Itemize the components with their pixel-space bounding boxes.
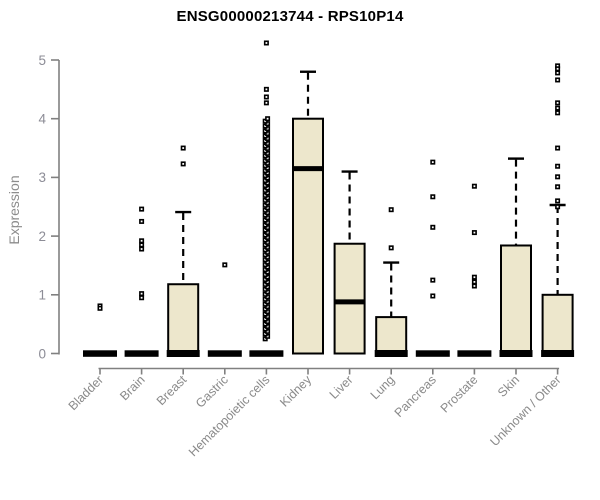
x-category-label: Breast xyxy=(154,372,190,408)
outlier-marker-center xyxy=(140,292,143,295)
outlier-marker-center xyxy=(556,147,559,149)
collapsed-box xyxy=(207,350,242,357)
y-tick-label: 0 xyxy=(38,346,46,361)
x-category-label: Prostate xyxy=(438,373,481,416)
outlier-marker-center xyxy=(431,226,434,229)
box-body xyxy=(333,242,366,355)
x-category-label: Unknown / Other xyxy=(487,373,563,449)
outlier-marker-center xyxy=(473,276,476,279)
median-bar-zero xyxy=(499,350,533,357)
outlier-marker-center xyxy=(390,246,393,249)
outlier-marker-center xyxy=(473,285,476,287)
outlier-marker-center xyxy=(556,79,559,81)
collapsed-box xyxy=(415,350,450,357)
x-category-label: Brain xyxy=(117,373,148,404)
outlier-marker-center xyxy=(556,64,559,67)
outlier-marker-center xyxy=(473,280,476,283)
outlier-marker-center xyxy=(431,279,434,282)
chart-title: ENSG00000213744 - RPS10P14 xyxy=(176,8,404,25)
outlier-marker-center xyxy=(473,185,476,188)
outlier-marker-center xyxy=(556,185,559,188)
outlier-marker-center xyxy=(390,208,393,211)
x-category-label: Bladder xyxy=(66,373,106,413)
collapsed-box xyxy=(83,350,117,357)
outlier-marker-center xyxy=(431,161,434,164)
y-tick-label: 3 xyxy=(38,170,46,185)
y-tick-label: 2 xyxy=(38,229,46,244)
outlier-marker-center xyxy=(265,88,268,91)
x-category-label: Hematopoietic cells xyxy=(186,373,273,460)
box-body xyxy=(167,283,200,355)
outlier-marker-center xyxy=(556,107,559,110)
outlier-marker-center xyxy=(556,101,559,104)
outlier-marker-center xyxy=(556,205,559,208)
x-category-label: Lung xyxy=(368,373,398,403)
outlier-marker-center xyxy=(556,175,559,178)
x-category-label: Liver xyxy=(327,373,356,402)
box-body xyxy=(292,117,324,355)
outlier-marker-center xyxy=(223,263,226,266)
outlier-marker-center xyxy=(182,147,185,149)
outlier-marker-center xyxy=(140,248,143,250)
collapsed-box xyxy=(124,350,159,357)
outlier-marker-center xyxy=(140,239,143,242)
outlier-marker-center xyxy=(99,307,101,310)
x-category-label: Kidney xyxy=(277,372,314,409)
outlier-marker-center xyxy=(556,72,559,74)
median-bar-zero xyxy=(541,350,575,357)
outlier-marker-center xyxy=(265,96,268,98)
outlier-marker-center xyxy=(140,244,143,246)
outlier-marker-center xyxy=(556,111,559,114)
x-category-label: Skin xyxy=(495,373,522,400)
outlier-marker-center xyxy=(182,162,185,165)
outlier-marker-center xyxy=(431,195,434,198)
y-tick-label: 5 xyxy=(38,53,46,68)
outlier-marker-center xyxy=(140,220,143,223)
x-category-label: Gastric xyxy=(193,373,231,411)
median-bar-zero xyxy=(374,350,408,357)
box-body xyxy=(375,316,408,355)
y-axis-label: Expression xyxy=(6,175,22,245)
collapsed-box xyxy=(249,350,284,357)
outlier-marker-center xyxy=(556,199,559,202)
outlier-marker-center xyxy=(431,295,434,297)
outlier-marker-center xyxy=(556,67,559,70)
outlier-marker-center xyxy=(473,231,476,234)
y-tick-label: 4 xyxy=(38,112,46,127)
outlier-marker-center xyxy=(140,208,143,210)
outlier-marker-center xyxy=(265,101,268,104)
box-body xyxy=(500,244,532,355)
collapsed-box xyxy=(457,350,492,357)
y-tick-label: 1 xyxy=(38,288,46,303)
box-body xyxy=(541,293,574,355)
outlier-marker-center xyxy=(140,296,143,299)
x-category-label: Pancreas xyxy=(392,373,439,420)
outlier-marker-center xyxy=(265,42,268,44)
outlier-marker-center xyxy=(556,165,559,168)
median-bar-zero xyxy=(166,350,200,357)
outlier-marker-center xyxy=(266,117,269,120)
